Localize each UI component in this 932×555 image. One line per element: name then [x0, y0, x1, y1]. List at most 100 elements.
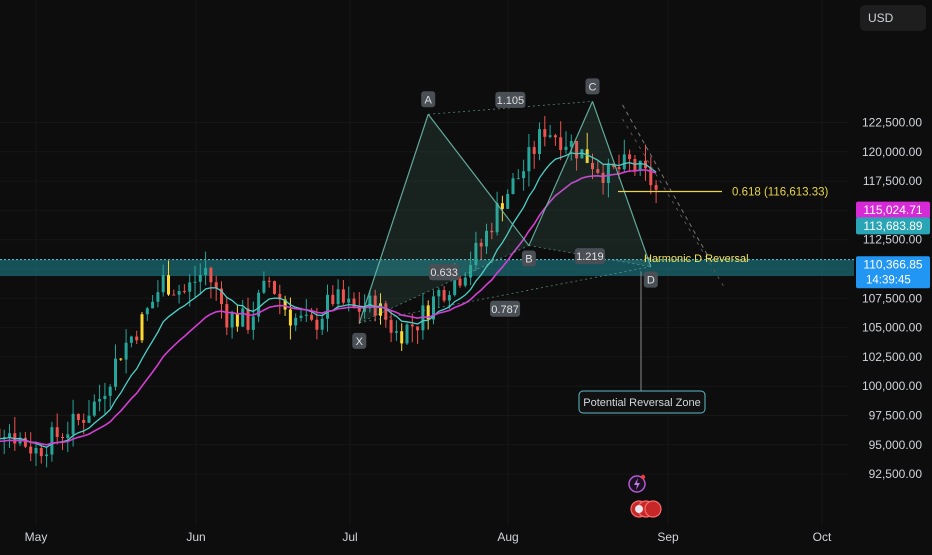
y-tick-label: 100,000.00 — [862, 379, 922, 393]
candle-body — [199, 275, 202, 282]
candle-body — [156, 292, 159, 302]
us-flag-event-icon[interactable] — [645, 501, 661, 517]
y-tick-label: 117,500.00 — [863, 174, 922, 188]
candle-body — [522, 171, 525, 178]
candle-body — [209, 268, 212, 282]
x-tick-label: Jun — [186, 530, 205, 544]
candle-body — [633, 159, 636, 171]
ratio-label: 0.633 — [430, 267, 458, 279]
candle-body — [390, 320, 393, 333]
event-icons[interactable] — [629, 475, 661, 517]
candle-body — [305, 315, 308, 316]
candle-body — [538, 129, 541, 154]
candle-body — [172, 295, 175, 296]
candle-body — [61, 437, 64, 438]
candle-body — [146, 308, 149, 314]
candle-body — [50, 427, 53, 454]
candle-body — [40, 448, 43, 456]
candle-body — [501, 203, 504, 209]
candle-body — [506, 194, 509, 209]
x-tick-label: Jul — [342, 530, 357, 544]
candle-body — [241, 308, 244, 326]
candle-body — [268, 281, 271, 282]
ratio-label: 0.787 — [491, 304, 519, 316]
fib-level-label: 0.618 (116,613.33) — [732, 186, 829, 198]
candle-body — [459, 279, 462, 286]
price-badge-value: 110,366.85 — [863, 258, 922, 272]
candle-body — [8, 433, 11, 437]
reversal-zone-label: Potential Reversal Zone — [583, 397, 700, 409]
ratio-label: 1.219 — [576, 251, 604, 263]
candle-body — [289, 310, 292, 326]
candle-body — [554, 135, 557, 137]
pattern-fill — [529, 101, 651, 266]
candle-body — [310, 315, 313, 320]
candle-body — [162, 275, 165, 292]
candle-body — [453, 279, 456, 296]
point-label-b: B — [525, 254, 532, 266]
y-tick-label: 122,500.00 — [862, 116, 922, 130]
candle-body — [559, 137, 562, 150]
point-label-x: X — [356, 336, 364, 348]
candle-body — [437, 290, 440, 296]
candle-body — [273, 281, 276, 294]
candle-body — [326, 295, 329, 319]
candles — [0, 116, 658, 467]
point-label-a: A — [425, 94, 433, 106]
candle-body — [29, 447, 32, 454]
candle-body — [315, 320, 318, 330]
candle-body — [342, 289, 345, 302]
candle-body — [252, 317, 255, 330]
candle-body — [262, 281, 265, 293]
candle-body — [400, 331, 403, 343]
candle-body — [151, 302, 154, 308]
candle-body — [56, 427, 59, 437]
candle-body — [411, 325, 414, 327]
candle-body — [225, 304, 228, 327]
candle-body — [623, 154, 626, 169]
candle-body — [82, 420, 85, 423]
y-tick-label: 95,000.00 — [869, 438, 923, 452]
point-label-c: C — [589, 81, 597, 93]
candle-body — [231, 313, 234, 327]
candle-body — [406, 325, 409, 344]
candle-body — [88, 416, 91, 423]
candle-body — [178, 291, 181, 295]
y-tick-label: 97,500.00 — [869, 409, 923, 423]
candle-body — [294, 318, 297, 326]
price-badge-timer: 14:39:45 — [866, 275, 911, 287]
point-label-d: D — [647, 275, 655, 287]
candle-body — [347, 299, 350, 303]
y-tick-label: 92,500.00 — [869, 467, 923, 481]
candle-body — [35, 448, 38, 453]
y-tick-label: 112,500.00 — [863, 233, 922, 247]
candle-body — [337, 289, 340, 304]
x-tick-label: Sep — [657, 530, 679, 544]
currency-selector[interactable]: USD — [860, 5, 926, 31]
candle-body — [448, 295, 451, 301]
candle-body — [135, 337, 138, 341]
candle-body — [464, 278, 467, 286]
candle-body — [72, 414, 75, 434]
candle-body — [618, 167, 621, 169]
x-tick-label: May — [25, 530, 48, 544]
candle-body — [98, 399, 101, 402]
candle-body — [331, 295, 334, 304]
candle-body — [236, 313, 239, 326]
y-axis: 92,500.0095,000.0097,500.00100,000.00102… — [862, 116, 922, 482]
candle-body — [416, 326, 419, 330]
candle-body — [443, 290, 446, 301]
candle-body — [628, 154, 631, 159]
reversal-label: Harmonic D Reversal — [644, 253, 749, 265]
candle-body — [321, 319, 324, 330]
candle-body — [141, 314, 144, 340]
candle-body — [103, 396, 106, 399]
candle-body — [543, 129, 546, 137]
candle-body — [77, 414, 80, 420]
y-tick-label: 120,000.00 — [862, 145, 922, 159]
candle-body — [655, 185, 658, 190]
